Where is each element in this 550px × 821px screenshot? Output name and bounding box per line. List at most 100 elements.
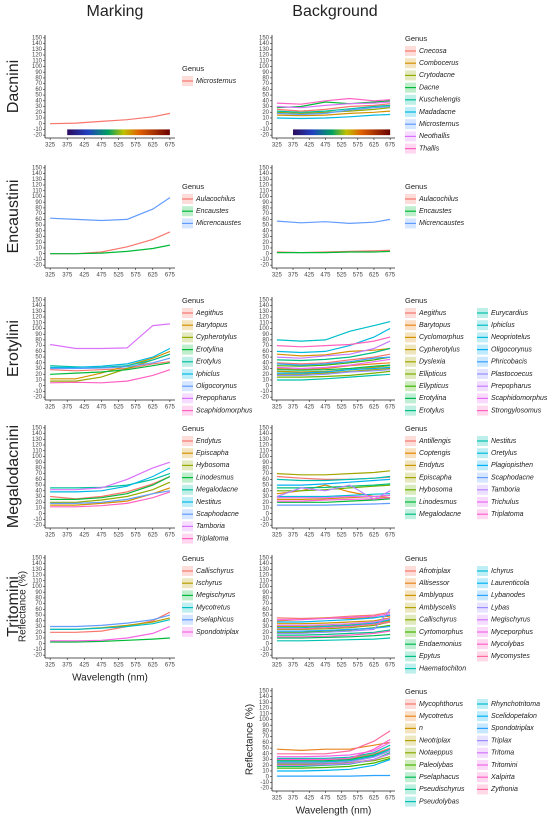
row-label: Encaustini [5, 180, 22, 254]
x-tick-label: 375 [288, 405, 299, 411]
y-tick-label: 140 [32, 171, 43, 177]
x-tick-label: 475 [320, 405, 331, 411]
x-tick-label: 375 [288, 273, 299, 279]
y-tick-label: -10 [33, 389, 42, 395]
legend-label: Scaphodacne [491, 474, 534, 481]
y-tick-label: 100 [32, 194, 43, 200]
y-tick-label: 20 [35, 110, 42, 116]
legend-label: Trichulus [491, 499, 519, 506]
series-line [50, 369, 171, 384]
y-tick-label: 90 [262, 70, 269, 76]
y-tick-label: -10 [260, 647, 269, 653]
series-line [276, 218, 391, 225]
y-tick-label: 20 [262, 372, 269, 378]
series-line [50, 353, 171, 369]
legend-label: Erotylina [196, 346, 223, 353]
x-tick-label: 625 [369, 533, 380, 539]
y-tick-label: 110 [259, 188, 269, 194]
y-tick-label: 50 [262, 613, 269, 619]
y-tick-label: 140 [259, 171, 270, 177]
y-tick-label: -20 [33, 523, 42, 529]
legend-label: Rhynchotritoma [491, 701, 540, 708]
x-tick-label: 675 [385, 533, 396, 539]
y-tick-label: 30 [262, 624, 269, 630]
y-tick-label: 0 [266, 641, 270, 647]
x-tick-label: 475 [96, 533, 107, 539]
y-tick-label: 150 [259, 688, 270, 694]
series-line [50, 244, 171, 255]
y-tick-label: 30 [262, 494, 269, 500]
y-tick-label: -20 [33, 395, 42, 401]
series-line [50, 467, 171, 493]
y-tick-label: 50 [35, 223, 42, 229]
legend-label: Amblyscelis [418, 604, 456, 611]
series-line [50, 461, 171, 491]
y-tick-label: 140 [32, 303, 43, 309]
series-line [276, 609, 391, 634]
legend-label: Aulacochilus [418, 196, 459, 203]
legend-label: Tamboria [491, 487, 520, 494]
x-tick-label: 625 [369, 273, 380, 279]
y-tick-label: 90 [35, 332, 42, 338]
legend-label: Linodesmus [419, 499, 457, 506]
series-line [50, 357, 171, 370]
y-tick-label: 110 [259, 320, 269, 326]
legend-title: Genus [182, 182, 204, 191]
legend-label: Dacne [419, 84, 439, 91]
y-tick-label: 40 [35, 228, 42, 234]
legend-label: Ellipticus [419, 371, 447, 378]
spectrum-bar [293, 129, 391, 136]
series-line [276, 621, 391, 630]
y-tick-label: 10 [262, 246, 269, 252]
y-tick-label: 110 [32, 58, 42, 64]
legend-label: Encaustes [196, 208, 229, 215]
column-title: Background [292, 3, 377, 20]
legend-title: Genus [182, 64, 204, 73]
legend-title: Genus [405, 687, 427, 696]
legend-label: Pseudolybas [419, 798, 460, 805]
series-line [276, 498, 391, 503]
x-tick-label: 625 [369, 663, 380, 669]
x-tick-label: 675 [165, 143, 176, 149]
legend-label: Neothallis [419, 133, 450, 140]
legend-label: Altisessor [418, 580, 450, 587]
y-tick-label: 10 [262, 378, 269, 384]
y-tick-label: 80 [262, 75, 269, 81]
x-tick-label: 525 [114, 405, 125, 411]
legend-label: Microsternus [419, 121, 460, 128]
y-tick-label: 100 [32, 454, 43, 460]
y-tick-label: 0 [39, 641, 43, 647]
x-tick-label: 625 [148, 533, 159, 539]
y-tick-label: 0 [39, 511, 43, 517]
y-tick-label: 40 [262, 488, 269, 494]
legend-title: Genus [405, 34, 427, 43]
y-tick-label: 20 [262, 630, 269, 636]
y-tick-label: 60 [35, 477, 42, 483]
y-tick-label: 60 [35, 349, 42, 355]
y-tick-label: 140 [32, 41, 43, 47]
legend-label: Cnecosa [419, 48, 447, 55]
legend-label: Thallis [419, 145, 440, 152]
y-tick-label: 80 [35, 205, 42, 211]
y-tick-label: -10 [260, 127, 269, 133]
legend-label: Episcapha [419, 474, 452, 481]
series-line [50, 614, 171, 628]
x-tick-label: 425 [79, 533, 90, 539]
legend-label: Spondotriplax [196, 629, 239, 636]
legend-label: Coptengis [419, 450, 451, 457]
y-tick-label: 70 [35, 471, 42, 477]
legend-label: Micrencaustes [196, 220, 242, 227]
series-line [276, 629, 391, 636]
y-tick-label: 40 [35, 98, 42, 104]
y-tick-label: 100 [32, 326, 43, 332]
x-tick-label: 375 [288, 533, 299, 539]
legend-label: Tamboria [196, 523, 225, 530]
y-tick-label: 70 [262, 211, 269, 217]
legend-label: Tritomini [491, 762, 518, 769]
series-line [276, 362, 391, 371]
y-tick-label: 60 [35, 607, 42, 613]
y-tick-label: 120 [259, 706, 270, 712]
series-line [50, 231, 171, 255]
y-tick-label: 20 [262, 110, 269, 116]
x-tick-label: 675 [165, 405, 176, 411]
